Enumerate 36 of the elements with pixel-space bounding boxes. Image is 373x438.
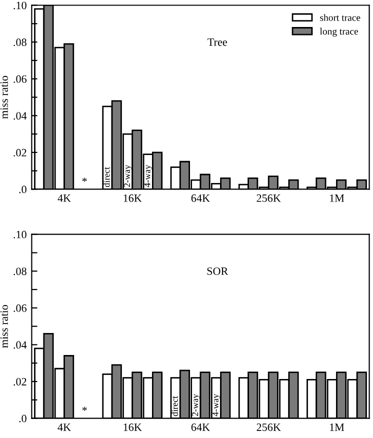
text: SOR	[207, 267, 228, 275]
annotation: 4-way	[212, 394, 220, 416]
x-tick-label: 1M	[330, 424, 344, 431]
x-tick-label: 16K	[124, 424, 142, 431]
annotation: direct	[103, 166, 110, 188]
legend-label: long trace	[320, 28, 358, 37]
text: Tree	[208, 38, 227, 46]
y-tick-label: .06	[14, 304, 27, 312]
annotation: *	[82, 406, 87, 411]
x-tick-label: 4K	[58, 194, 71, 202]
x-tick-label: 256K	[256, 424, 281, 431]
y-tick-label: .10	[14, 2, 26, 10]
x-tick-label: 64K	[191, 424, 210, 431]
y-tick-label: .0	[19, 414, 26, 422]
x-tick-label: 64K	[191, 194, 210, 202]
y-tick-label: .02	[14, 378, 26, 386]
y-tick-label: .04	[14, 112, 27, 120]
annotation: *	[82, 178, 87, 182]
y-tick-label: .06	[14, 75, 27, 83]
y-axis-title: miss ratio	[0, 304, 8, 348]
x-tick-label: 1M	[330, 194, 344, 202]
x-tick-label: 256K	[256, 194, 281, 202]
annotation: 2-way	[192, 394, 200, 416]
annotation: 4-way	[144, 164, 152, 188]
annotation: 2-way	[124, 164, 132, 187]
x-tick-label: 4K	[58, 424, 71, 431]
annotation: direct	[171, 396, 178, 416]
y-tick-label: .0	[19, 186, 26, 194]
y-tick-label: .08	[14, 38, 26, 46]
x-tick-label: 16K	[124, 194, 142, 202]
y-tick-label: .08	[14, 268, 26, 276]
y-tick-label: .04	[14, 341, 27, 349]
y-axis-title: miss ratio	[0, 76, 8, 119]
y-tick-label: .02	[14, 148, 26, 156]
legend-label: short trace	[320, 14, 360, 21]
y-tick-label: .10	[14, 230, 26, 238]
